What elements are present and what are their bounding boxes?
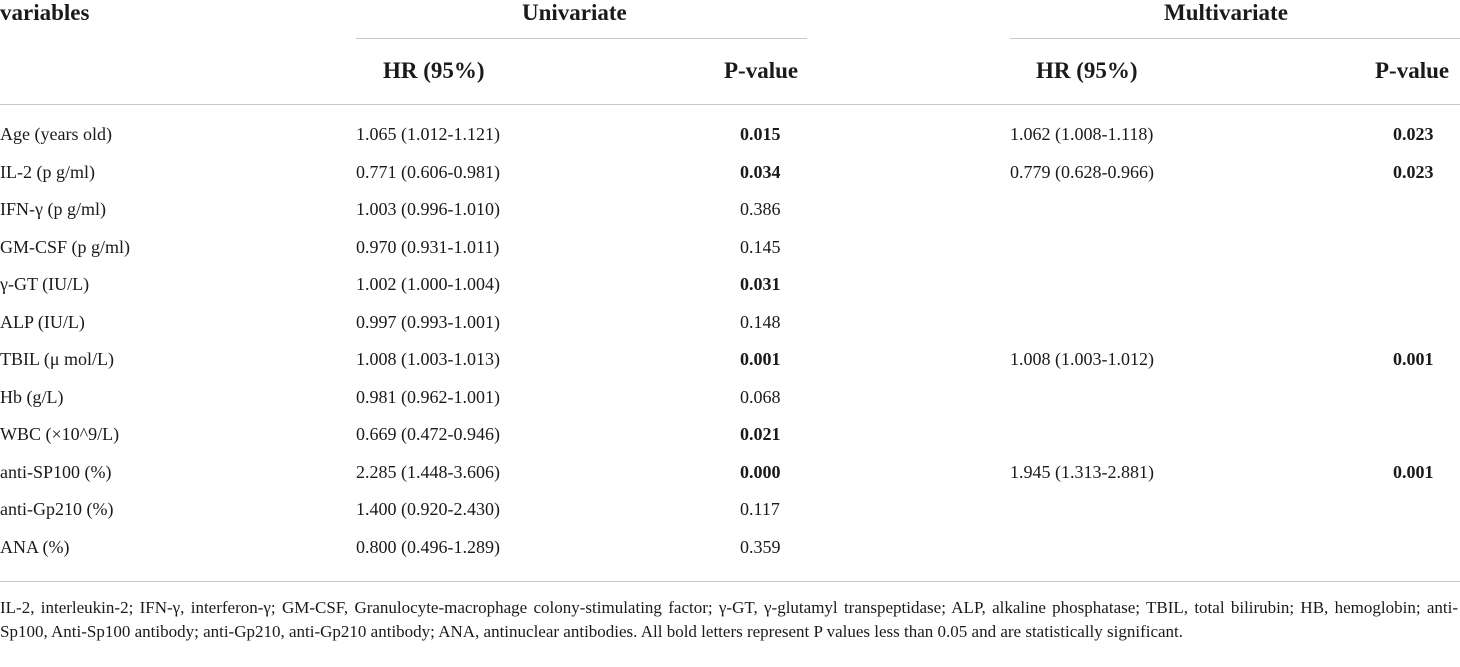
cell-multivariate-hr: 1.008 (1.003-1.012) <box>1010 349 1154 369</box>
cell-univariate-hr: 0.981 (0.962-1.001) <box>356 387 500 407</box>
cell-univariate-hr: 0.970 (0.931-1.011) <box>356 237 500 257</box>
cell-variable: IL-2 (p g/ml) <box>0 162 95 182</box>
cell-univariate-p: 0.000 <box>740 462 781 482</box>
cell-multivariate-p: 0.001 <box>1393 349 1434 369</box>
cell-univariate-p: 0.001 <box>740 349 781 369</box>
cell-multivariate-p: 0.023 <box>1393 162 1434 182</box>
cell-univariate-hr: 0.771 (0.606-0.981) <box>356 162 500 182</box>
table-footnote: IL-2, interleukin-2; IFN-γ, interferon-γ… <box>0 598 1458 641</box>
cell-univariate-p: 0.031 <box>740 274 781 294</box>
cell-univariate-p: 0.359 <box>740 537 781 557</box>
cell-variable: Age (years old) <box>0 124 112 144</box>
cell-univariate-hr: 1.008 (1.003-1.013) <box>356 349 500 369</box>
cell-univariate-p: 0.015 <box>740 124 781 144</box>
cell-univariate-p: 0.386 <box>740 199 781 219</box>
cell-univariate-hr: 1.002 (1.000-1.004) <box>356 274 500 294</box>
header-univariate-hr: HR (95%) <box>383 58 485 83</box>
cell-univariate-hr: 1.065 (1.012-1.121) <box>356 124 500 144</box>
cell-variable: ALP (IU/L) <box>0 312 85 332</box>
cell-univariate-p: 0.021 <box>740 424 781 444</box>
cell-univariate-hr: 0.800 (0.496-1.289) <box>356 537 500 557</box>
cell-multivariate-p: 0.023 <box>1393 124 1434 144</box>
cell-univariate-p: 0.034 <box>740 162 781 182</box>
cell-multivariate-hr: 1.062 (1.008-1.118) <box>1010 124 1154 144</box>
cell-univariate-hr: 0.669 (0.472-0.946) <box>356 424 500 444</box>
cell-univariate-p: 0.148 <box>740 312 781 332</box>
cell-variable: ANA (%) <box>0 537 70 557</box>
cell-variable: IFN-γ (p g/ml) <box>0 199 106 219</box>
header-univariate: Univariate <box>522 0 627 25</box>
header-multivariate-p: P-value <box>1375 58 1450 83</box>
cell-univariate-hr: 2.285 (1.448-3.606) <box>356 462 500 482</box>
cell-variable: TBIL (μ mol/L) <box>0 349 114 369</box>
cell-multivariate-hr: 1.945 (1.313-2.881) <box>1010 462 1154 482</box>
cell-univariate-p: 0.145 <box>740 237 781 257</box>
cell-variable: WBC (×10^9/L) <box>0 424 120 444</box>
cell-univariate-p: 0.117 <box>740 499 780 519</box>
cell-multivariate-p: 0.001 <box>1393 462 1434 482</box>
cell-variable: GM-CSF (p g/ml) <box>0 237 131 257</box>
cell-variable: anti-Gp210 (%) <box>0 499 114 519</box>
header-multivariate-hr: HR (95%) <box>1036 58 1138 83</box>
cell-variable: anti-SP100 (%) <box>0 462 112 482</box>
cell-univariate-hr: 1.400 (0.920-2.430) <box>356 499 500 519</box>
cell-variable: γ-GT (IU/L) <box>0 274 90 294</box>
cell-univariate-hr: 0.997 (0.993-1.001) <box>356 312 500 332</box>
header-univariate-p: P-value <box>724 58 799 83</box>
header-variables: variables <box>0 0 90 25</box>
cell-multivariate-hr: 0.779 (0.628-0.966) <box>1010 162 1154 182</box>
header-multivariate: Multivariate <box>1164 0 1288 25</box>
univariate-group-rule <box>356 38 807 39</box>
cell-univariate-p: 0.068 <box>740 387 781 407</box>
multivariate-group-rule <box>1010 38 1460 39</box>
cell-variable: Hb (g/L) <box>0 387 64 407</box>
header-bottom-rule <box>0 104 1460 105</box>
cell-univariate-hr: 1.003 (0.996-1.010) <box>356 199 500 219</box>
table-bottom-rule <box>0 581 1460 582</box>
